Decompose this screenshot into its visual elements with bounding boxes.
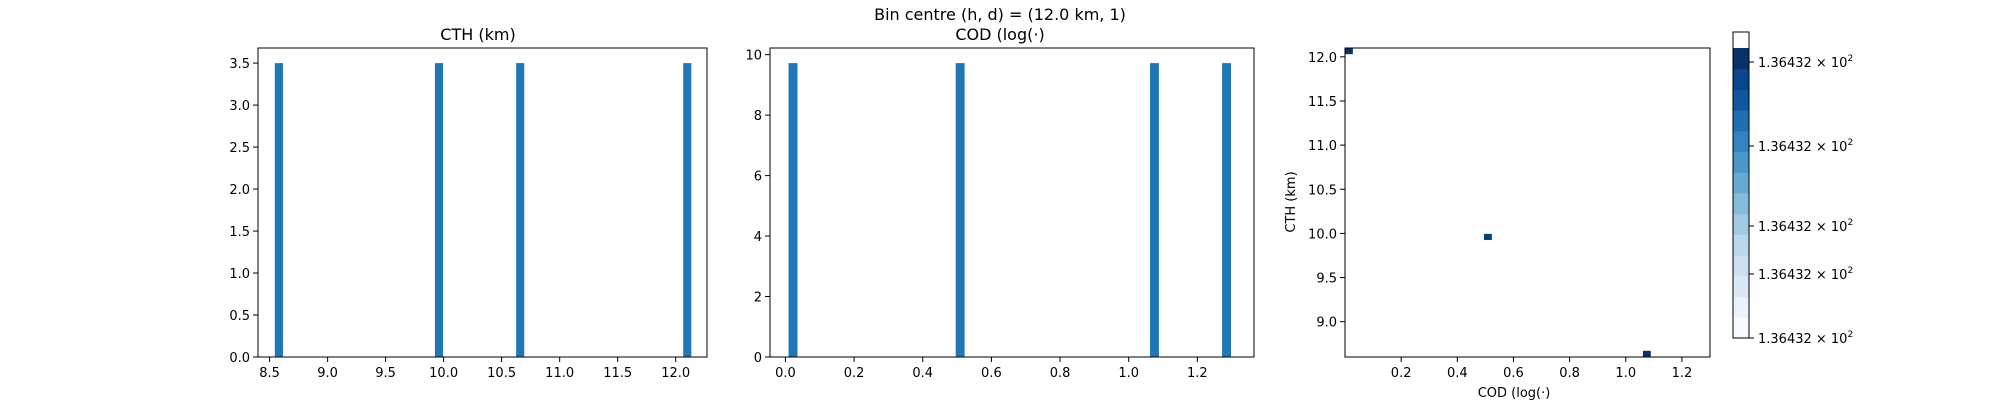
cod-ytick-label: 8 <box>754 109 762 124</box>
cth-axes-frame <box>257 47 708 358</box>
colorbar-tick-label: 1.36432 × 102 <box>1758 266 1853 283</box>
colorbar-tick-exponent: 2 <box>1847 138 1853 148</box>
cod-ytick-label: 2 <box>754 291 762 306</box>
cth-xtick-label: 10.5 <box>487 366 516 381</box>
cth-histogram-bar <box>434 63 444 357</box>
cod-histogram-bar <box>788 63 798 357</box>
joint-xtick-label: 0.2 <box>1391 366 1412 381</box>
cod-ytick-label: 0 <box>754 351 762 366</box>
colorbar-tick-exponent: 2 <box>1847 54 1853 64</box>
joint-histogram-cell <box>1483 233 1492 241</box>
figure-suptitle: Bin centre (h, d) = (12.0 km, 1) <box>874 5 1126 24</box>
cod-ytick-label: 6 <box>754 170 762 185</box>
colorbar-tick-label: 1.36432 × 102 <box>1758 138 1853 155</box>
colorbar: 1.36432 × 102 1.36432 × 102 1.36432 × 102 1… <box>1732 31 1853 347</box>
cod-xtick-label: 1.0 <box>1118 366 1139 381</box>
joint-ytick-label: 9.5 <box>1316 272 1337 287</box>
cth-ytick-label: 2.5 <box>229 141 250 156</box>
cod-ytick-label: 10 <box>745 49 762 64</box>
colorbar-segment <box>1733 172 1749 194</box>
cth-xtick-label: 9.5 <box>375 366 396 381</box>
colorbar-segment <box>1733 110 1749 132</box>
cth-histogram-bar <box>274 63 283 357</box>
cth-ytick-label: 3.0 <box>229 99 250 114</box>
cth-histogram: CTH (km) 8.5 9.0 9.5 10.0 10.5 11.0 11.5 12.0 0.… <box>229 25 708 381</box>
cth-histogram-bar <box>516 63 525 357</box>
cth-ytick-label: 2.0 <box>229 183 250 198</box>
colorbar-segment <box>1733 68 1749 90</box>
cod-ytick-label: 4 <box>754 230 762 245</box>
cth-xtick-label: 12.0 <box>661 366 690 381</box>
colorbar-segment <box>1733 296 1749 318</box>
joint-ytick-label: 11.0 <box>1308 139 1337 154</box>
joint-histogram-cell <box>1345 48 1353 55</box>
colorbar-tick-label: 1.36432 × 102 <box>1758 218 1853 235</box>
cth-xtick-label: 11.5 <box>603 366 632 381</box>
colorbar-tick-exponent: 2 <box>1847 218 1853 228</box>
joint-xtick-label: 1.0 <box>1615 366 1636 381</box>
colorbar-segment <box>1733 193 1749 215</box>
cod-histogram-bar <box>1222 63 1232 357</box>
cth-histogram-bar <box>683 63 692 357</box>
cod-histogram: COD (log(·) 0.0 0.2 0.4 0.6 0.8 1.0 1.2 0 2 4 6 8 10 <box>745 25 1255 381</box>
joint-ytick-label: 11.5 <box>1308 95 1337 110</box>
colorbar-segment <box>1733 89 1749 111</box>
colorbar-segment <box>1733 275 1749 298</box>
joint-ytick-label: 10.5 <box>1308 183 1337 198</box>
joint-histogram-ylabel: CTH (km) <box>1284 171 1299 232</box>
cod-xtick-label: 1.2 <box>1187 366 1208 381</box>
joint-histogram: COD (log(·) CTH (km) 0.2 0.4 0.6 0.8 1.0 1.2 9… <box>1284 47 1711 400</box>
cth-xtick-label: 8.5 <box>259 366 280 381</box>
cod-xtick-label: 0.0 <box>775 366 796 381</box>
cth-xtick-label: 9.0 <box>317 366 338 381</box>
cod-axes-frame <box>769 47 1255 358</box>
cth-ytick-label: 0.0 <box>229 351 250 366</box>
cod-xtick-label: 0.6 <box>981 366 1002 381</box>
colorbar-extension <box>1733 32 1749 48</box>
cth-xtick-label: 10.0 <box>429 366 458 381</box>
cod-histogram-bar <box>955 63 965 357</box>
colorbar-segment <box>1733 130 1749 153</box>
colorbar-tick-exponent: 2 <box>1847 266 1853 276</box>
colorbar-segment <box>1733 234 1749 256</box>
colorbar-tick-label: 1.36432 × 102 <box>1758 54 1853 71</box>
colorbar-segment <box>1733 317 1749 339</box>
cod-xtick-label: 0.2 <box>844 366 865 381</box>
cod-xtick-label: 0.8 <box>1050 366 1071 381</box>
joint-ytick-label: 9.0 <box>1316 316 1337 331</box>
colorbar-tick-label: 1.36432 × 102 <box>1758 330 1853 347</box>
cod-xtick-label: 0.4 <box>912 366 933 381</box>
cod-histogram-bar <box>1149 63 1159 357</box>
joint-xtick-label: 0.6 <box>1503 366 1524 381</box>
colorbar-segment <box>1733 151 1749 173</box>
cth-histogram-title: CTH (km) <box>440 25 515 44</box>
colorbar-segment <box>1733 255 1749 277</box>
joint-ytick-label: 12.0 <box>1308 51 1337 66</box>
joint-xtick-label: 0.4 <box>1447 366 1468 381</box>
cth-ytick-label: 3.5 <box>229 57 250 72</box>
joint-axes-frame <box>1344 47 1711 358</box>
cth-ytick-label: 1.5 <box>229 225 250 240</box>
joint-histogram-cell <box>1642 350 1651 357</box>
colorbar-tick-exponent: 2 <box>1847 330 1853 340</box>
joint-ytick-label: 10.0 <box>1308 227 1337 242</box>
colorbar-segment <box>1733 48 1749 70</box>
joint-xtick-label: 0.8 <box>1559 366 1580 381</box>
colorbar-frame <box>1732 31 1750 339</box>
colorbar-segment <box>1733 213 1749 235</box>
joint-xtick-label: 1.2 <box>1672 366 1693 381</box>
cth-ytick-label: 1.0 <box>229 267 250 282</box>
cod-histogram-title: COD (log(·) <box>955 25 1044 44</box>
joint-histogram-xlabel: COD (log(·) <box>1478 386 1551 400</box>
cth-ytick-label: 0.5 <box>229 309 250 324</box>
cth-xtick-label: 11.0 <box>545 366 574 381</box>
